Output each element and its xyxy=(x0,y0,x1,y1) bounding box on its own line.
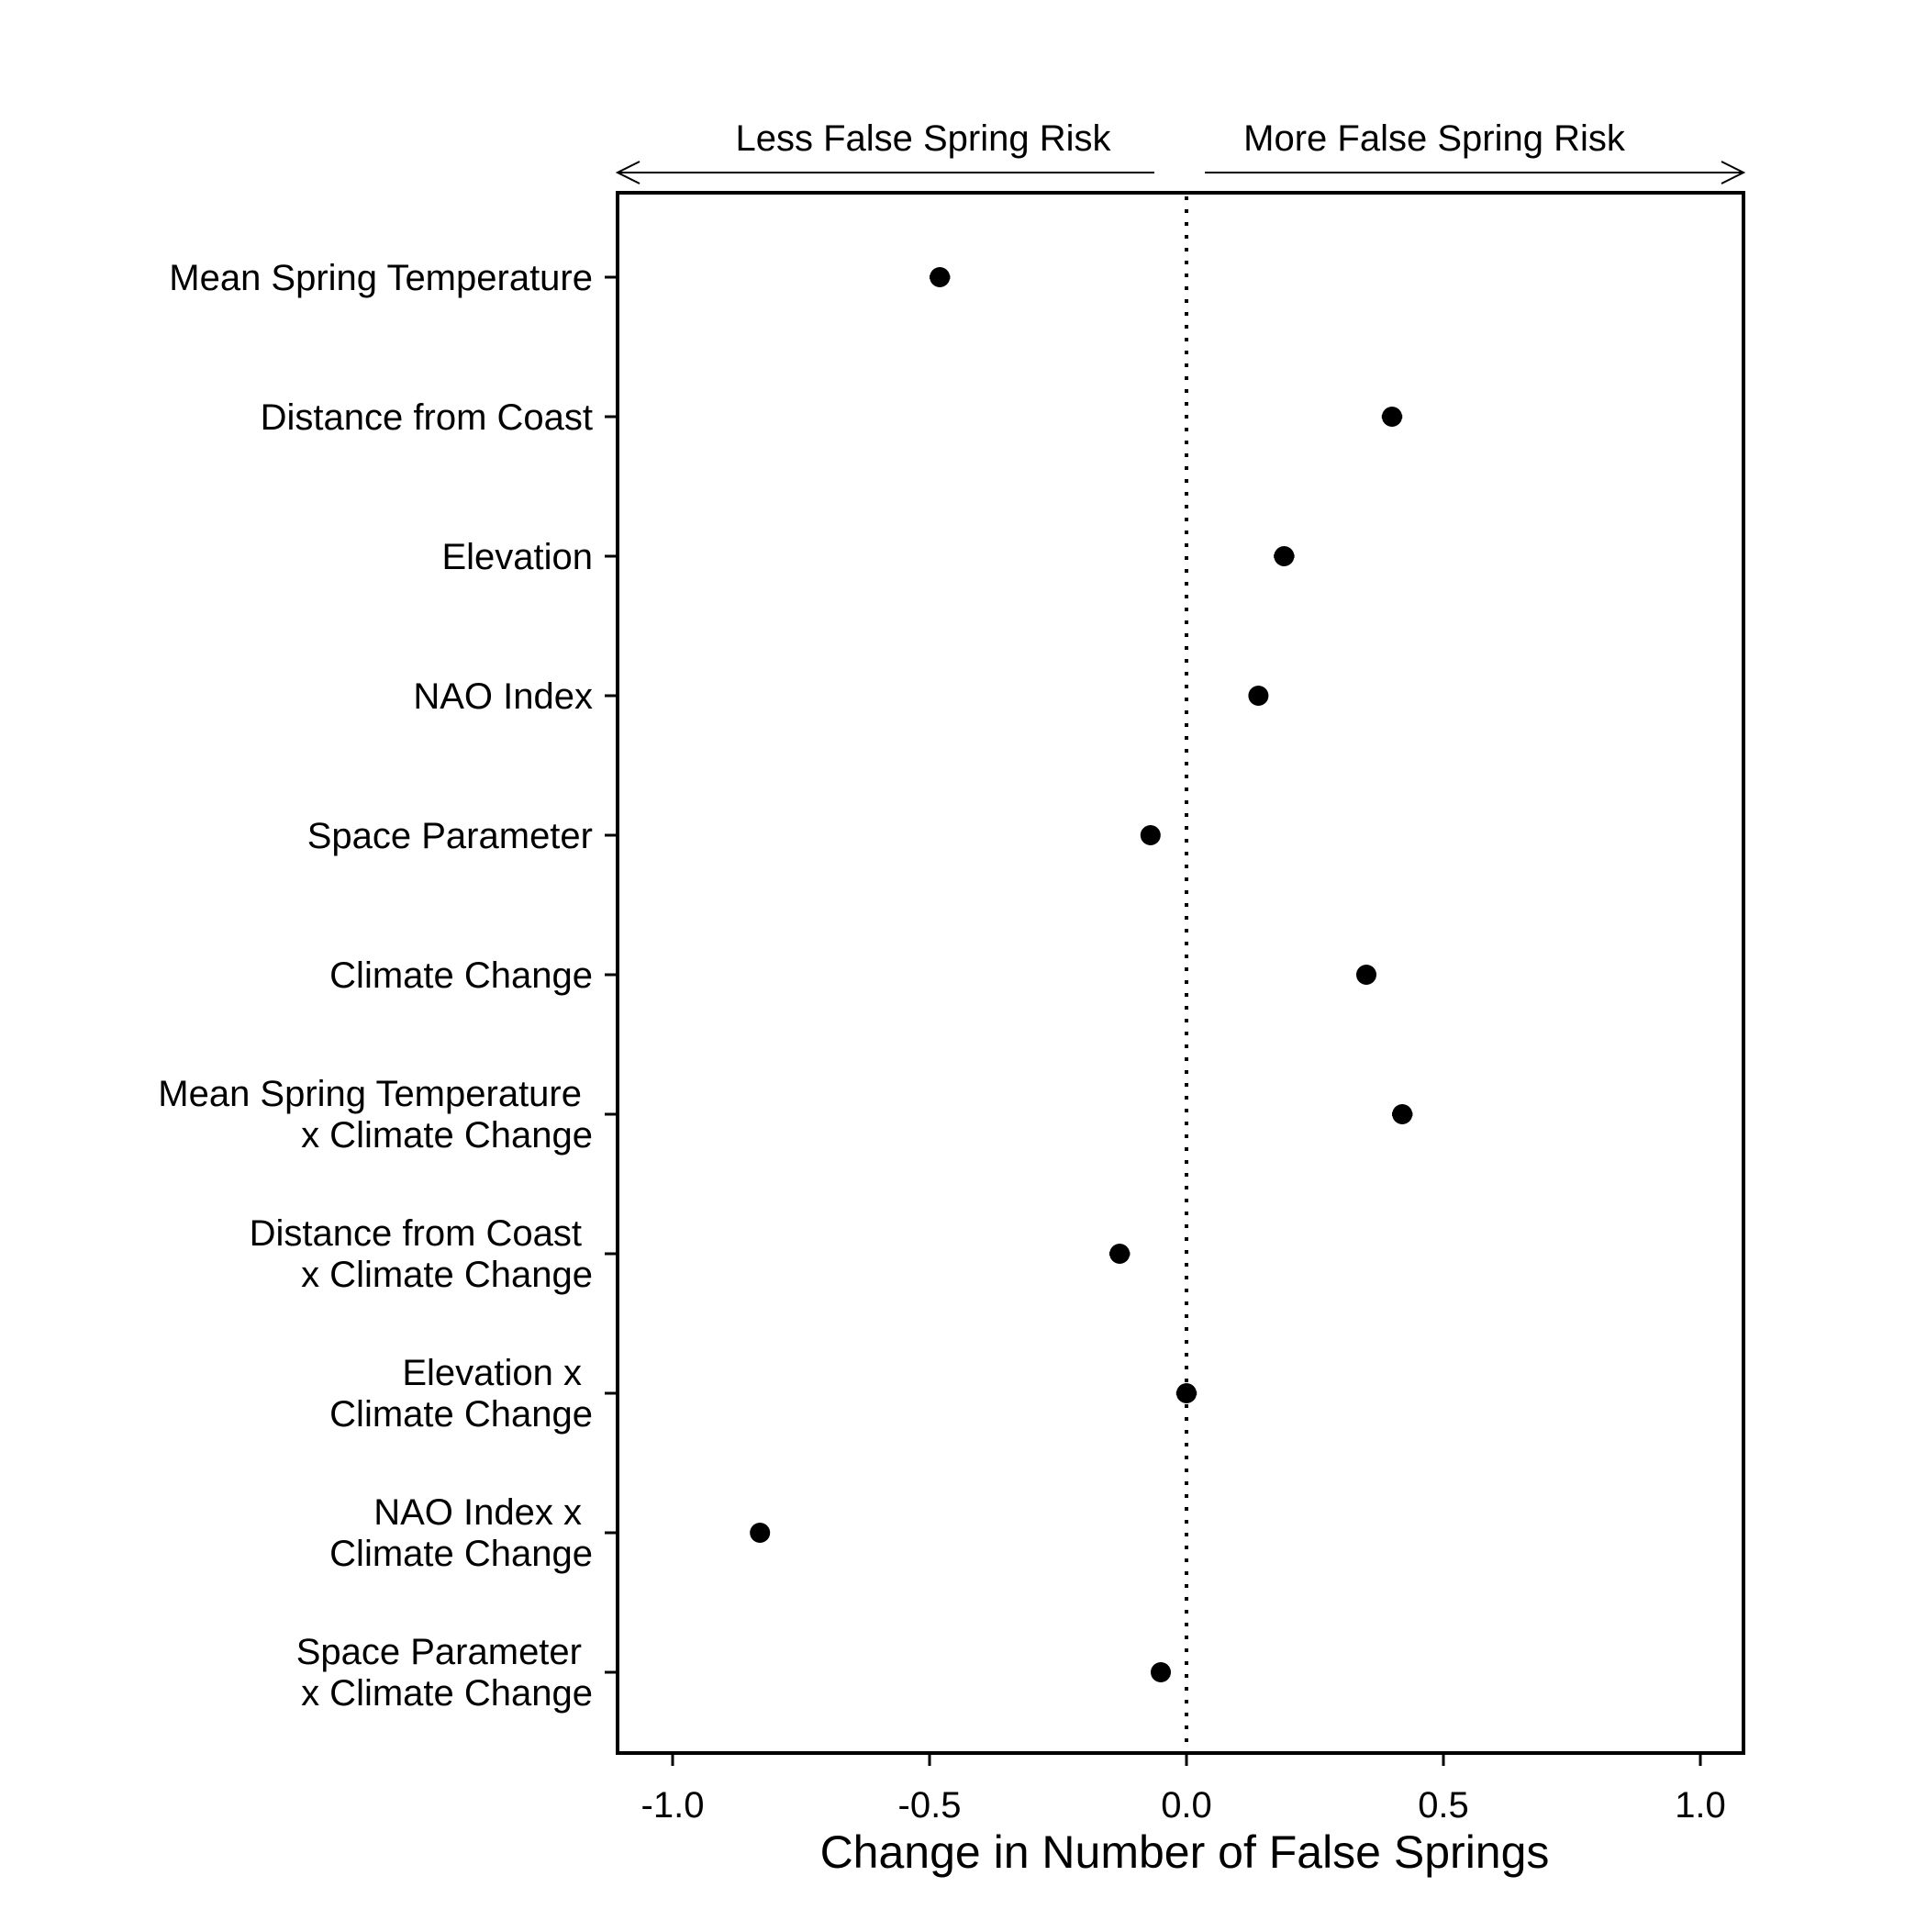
y-axis-label-line1: Mean Spring Temperature xyxy=(158,1074,582,1114)
x-tick-label: 1.0 xyxy=(1675,1785,1726,1826)
y-axis-label-line1: Elevation x xyxy=(402,1353,582,1393)
y-axis-label-line2: x Climate Change xyxy=(301,1115,593,1156)
x-tick-label: 0.0 xyxy=(1161,1785,1212,1826)
y-axis-label-line2: x Climate Change xyxy=(301,1255,593,1295)
y-axis-label: Space Parameter xyxy=(307,816,593,856)
estimate-point xyxy=(1140,825,1161,845)
y-axis-ticks xyxy=(605,275,618,1674)
x-tick-label: 0.5 xyxy=(1418,1785,1469,1826)
header-less-risk: Less False Spring Risk xyxy=(735,118,1111,159)
estimate-points xyxy=(750,267,1413,1682)
y-axis-label-line1: Space Parameter xyxy=(296,1632,582,1672)
estimate-point xyxy=(930,267,951,287)
plot-frame xyxy=(616,191,1745,1755)
y-axis-label: Mean Spring Temperature xyxy=(169,258,593,298)
y-axis-label-line1: Distance from Coast xyxy=(250,1213,582,1254)
risk-direction-header: Less False Spring Risk More False Spring … xyxy=(615,118,1746,184)
estimate-point xyxy=(1248,686,1269,706)
less-risk-arrow-head xyxy=(615,161,640,184)
y-axis-label-line2: Climate Change xyxy=(329,1534,593,1574)
y-axis-label: Distance from Coast xyxy=(261,397,593,438)
x-tick-label: -0.5 xyxy=(898,1785,962,1826)
estimate-point xyxy=(1109,1244,1131,1264)
estimate-point xyxy=(1382,407,1402,427)
estimate-point xyxy=(1356,965,1376,985)
estimate-point xyxy=(750,1523,771,1543)
header-more-risk: More False Spring Risk xyxy=(1243,118,1626,159)
x-axis-title: Change in Number of False Springs xyxy=(820,1826,1550,1878)
estimate-point xyxy=(1151,1662,1171,1682)
estimate-point xyxy=(1392,1104,1413,1124)
estimate-point xyxy=(1176,1383,1197,1403)
y-axis-label-line2: Climate Change xyxy=(329,1394,593,1435)
more-risk-arrow-head xyxy=(1721,161,1746,184)
plot-border xyxy=(616,191,1745,1755)
y-axis-label: Climate Change xyxy=(329,955,593,996)
y-axis-label: NAO Index xyxy=(413,676,593,717)
y-axis-labels: Mean Spring Temperature Distance from Coa… xyxy=(158,258,593,1714)
y-axis-label: Elevation xyxy=(441,537,593,577)
y-axis-label-line2: x Climate Change xyxy=(301,1673,593,1714)
y-axis-label-line1: NAO Index x xyxy=(373,1492,582,1533)
x-tick-label: -1.0 xyxy=(641,1785,705,1826)
x-axis-ticks: -1.0 -0.5 0.0 0.5 1.0 xyxy=(641,1753,1726,1826)
estimate-point xyxy=(1274,546,1295,566)
